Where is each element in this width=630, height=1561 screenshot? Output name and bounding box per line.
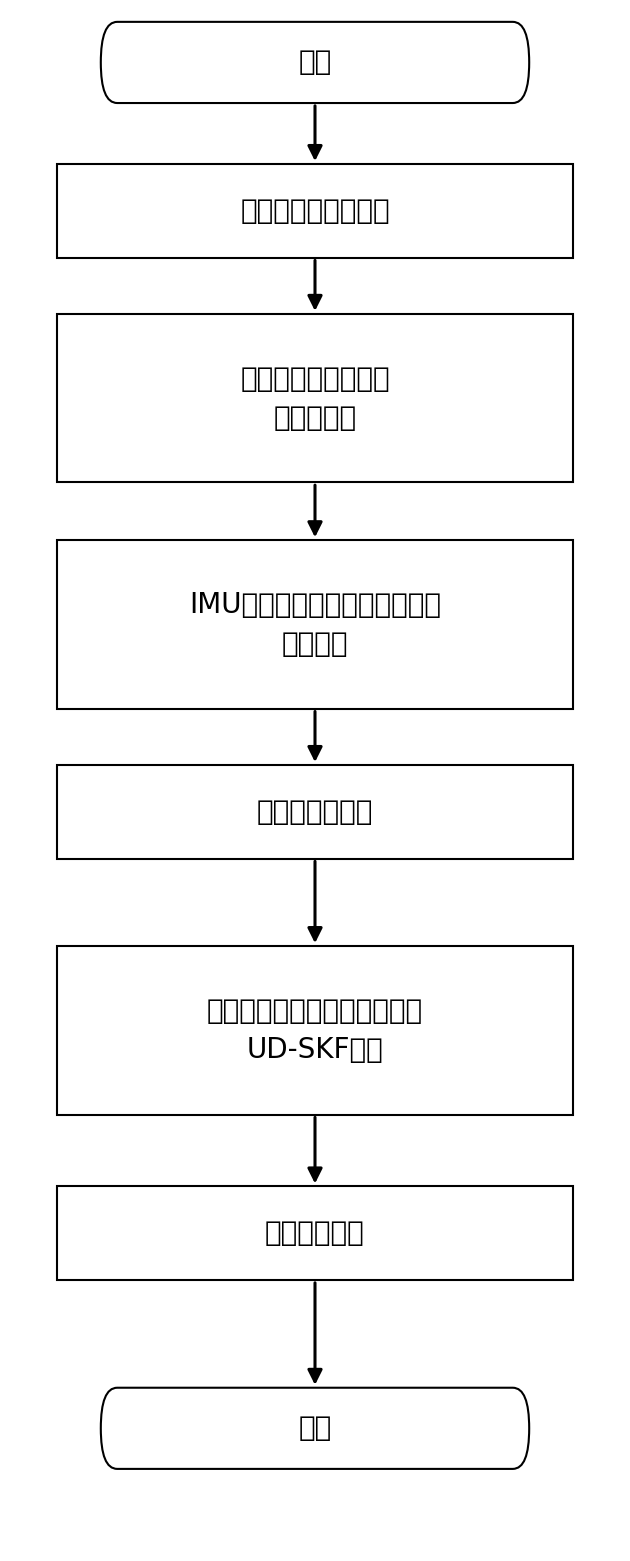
FancyBboxPatch shape (57, 314, 573, 482)
FancyBboxPatch shape (101, 22, 529, 103)
Text: 输出导航信息: 输出导航信息 (265, 1219, 365, 1247)
Text: 开始: 开始 (299, 48, 331, 76)
Text: 火星探测器进入段的
动力学方程: 火星探测器进入段的 动力学方程 (240, 365, 390, 431)
Text: 对动力学方程和量测方程进行
UD-SKF滤波: 对动力学方程和量测方程进行 UD-SKF滤波 (207, 997, 423, 1063)
FancyBboxPatch shape (57, 164, 573, 258)
Text: 初始化位置、速度等: 初始化位置、速度等 (240, 197, 390, 225)
FancyBboxPatch shape (57, 540, 573, 709)
FancyBboxPatch shape (57, 765, 573, 859)
Text: IMU和甚高频无线电双向测距的
量测方程: IMU和甚高频无线电双向测距的 量测方程 (189, 592, 441, 657)
FancyBboxPatch shape (101, 1388, 529, 1469)
Text: 结束: 结束 (299, 1414, 331, 1442)
FancyBboxPatch shape (57, 1186, 573, 1280)
FancyBboxPatch shape (57, 946, 573, 1115)
Text: 离散化和线性化: 离散化和线性化 (257, 798, 373, 826)
